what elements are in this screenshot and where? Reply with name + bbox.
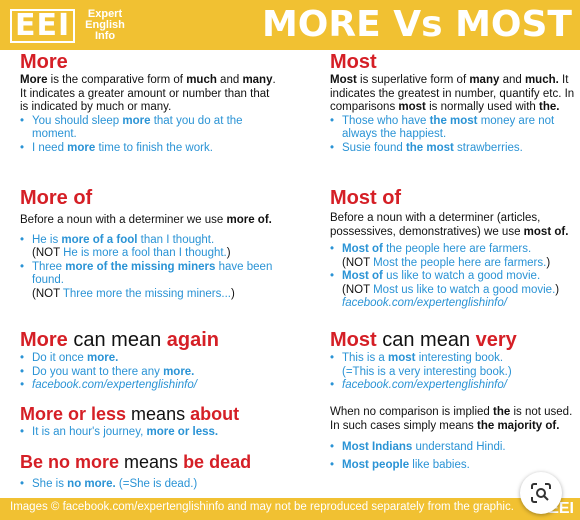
example-more-or-less: It is an hour's journey, more or less. <box>20 426 239 440</box>
example-most-2: Susie found the most strawberries. <box>330 142 576 156</box>
section-more-of: More of Before a noun with a determiner … <box>20 186 278 301</box>
example-most-very-1-gloss: (=This is a very interesting book.) <box>342 365 512 378</box>
definition-more: More is the comparative form of much and… <box>20 74 276 113</box>
footer-banner: Images © facebook.com/expertenglishinfo … <box>0 498 580 520</box>
section-most-very: Most can mean very This is a most intere… <box>330 328 517 393</box>
example-more-of-1: He is more of a fool than I thought. <box>20 234 278 248</box>
heading-more-again: More can mean again <box>20 329 219 351</box>
not-example-most-of-2: (NOT Most us like to watch a good movie.… <box>342 283 560 296</box>
example-be-no-more: She is no more. (=She is dead.) <box>20 478 251 492</box>
section-more-or-less: More or less means about It is an hour's… <box>20 402 239 440</box>
definition-most: Most is superlative form of many and muc… <box>330 74 575 113</box>
facebook-link-right-2[interactable]: facebook.com/expertenglishinfo/ <box>330 379 517 393</box>
section-more: More More is the comparative form of muc… <box>20 50 278 155</box>
section-most-of: Most of Before a noun with a determiner … <box>330 186 576 311</box>
not-example-more-of-2: (NOT Three more the missing miners...) <box>32 287 235 300</box>
logo-letters: EEI <box>10 8 77 43</box>
example-more-2: I need more time to finish the work. <box>20 142 278 156</box>
example-most-of-1: Most of the people here are farmers. <box>330 243 576 257</box>
heading-more-or-less: More or less means about <box>20 404 240 424</box>
content-sheet: More More is the comparative form of muc… <box>0 50 580 498</box>
definition-more-of: Before a noun with a determiner we use m… <box>20 214 272 226</box>
copyright-text: Images © facebook.com/expertenglishinfo … <box>10 501 514 513</box>
heading-more: More <box>20 51 68 73</box>
example-no-comparison-1: Most Indians understand Hindi. <box>330 441 576 455</box>
google-lens-button[interactable] <box>520 472 562 514</box>
section-no-comparison: When no comparison is implied the is not… <box>330 406 576 472</box>
definition-most-of: Before a noun with a determiner (article… <box>330 212 569 238</box>
example-more-1: You should sleep more that you do at the… <box>20 115 278 142</box>
heading-more-of: More of <box>20 187 93 209</box>
section-most: Most Most is superlative form of many an… <box>330 50 576 155</box>
section-be-no-more: Be no more means be dead She is no more.… <box>20 450 251 492</box>
section-more-again: More can mean again Do it once more. Do … <box>20 328 219 393</box>
google-lens-icon <box>531 483 551 503</box>
heading-most: Most <box>330 51 377 73</box>
example-most-1: Those who have the most money are not al… <box>330 115 576 142</box>
heading-most-very: Most can mean very <box>330 329 517 351</box>
eei-logo: EEI Expert English Info <box>10 7 125 43</box>
example-most-very-1: This is a most interesting book. <box>330 352 517 366</box>
definition-no-comparison: When no comparison is implied the is not… <box>330 406 573 432</box>
example-most-of-2: Most of us like to watch a good movie. <box>330 270 576 284</box>
facebook-link-right-1[interactable]: facebook.com/expertenglishinfo/ <box>342 297 507 309</box>
example-no-comparison-2: Most people like babies. <box>330 459 576 473</box>
heading-most-of: Most of <box>330 187 402 209</box>
example-more-again-1: Do it once more. <box>20 352 219 366</box>
example-more-again-2: Do you want to there any more. <box>20 366 219 380</box>
heading-be-no-more: Be no more means be dead <box>20 452 252 472</box>
page-title: MORE Vs MOST <box>261 4 572 45</box>
facebook-link-left[interactable]: facebook.com/expertenglishinfo/ <box>20 379 219 393</box>
logo-text: Expert English Info <box>85 7 125 42</box>
not-example-more-of-1: (NOT He is more a fool than I thought.) <box>32 247 231 259</box>
example-more-of-2: Three more of the missing miners have be… <box>20 261 278 288</box>
not-example-most-of-1: (NOT Most the people here are farmers.) <box>342 256 551 269</box>
header-banner: EEI Expert English Info MORE Vs MOST <box>0 0 580 50</box>
